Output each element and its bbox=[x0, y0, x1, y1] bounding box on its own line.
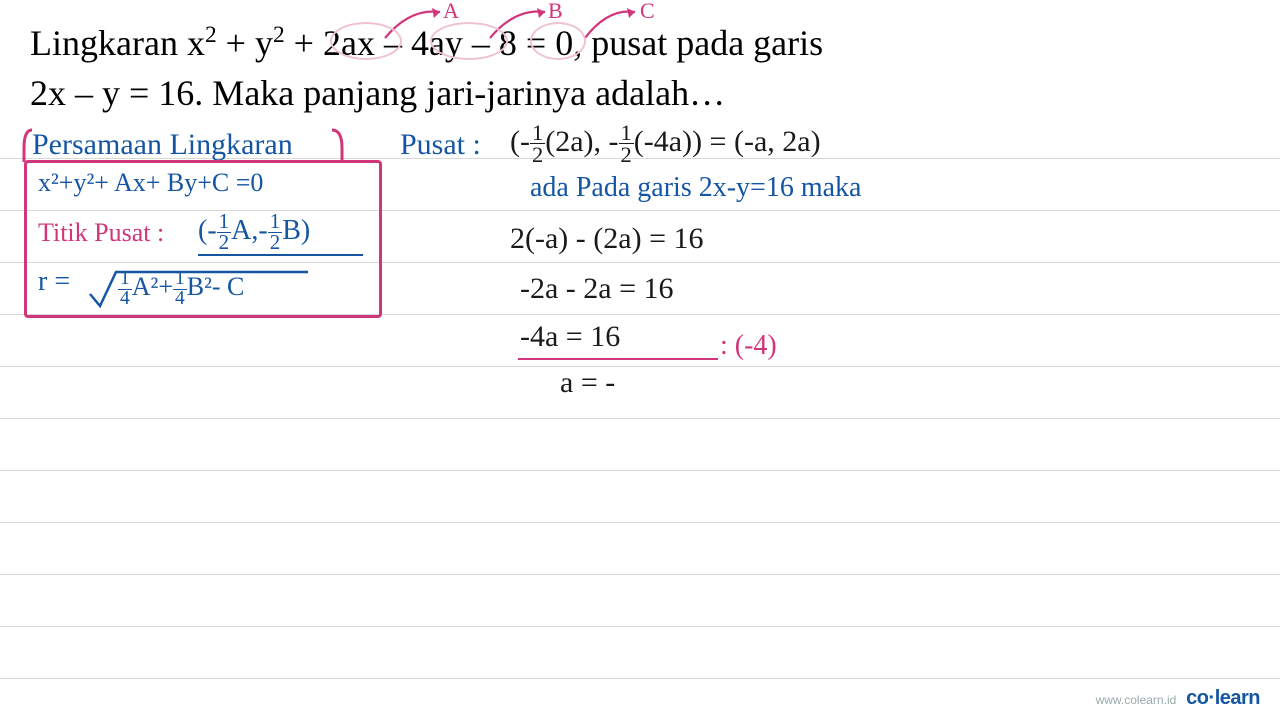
step4: a = - bbox=[560, 366, 615, 400]
brand-co: co bbox=[1186, 687, 1208, 709]
center-val: (-12A,-12B) bbox=[198, 212, 310, 253]
t: r = bbox=[38, 266, 70, 297]
label-C: C bbox=[640, 0, 655, 24]
brand: co·learn bbox=[1186, 687, 1260, 709]
r-inside: 14A²+14B²- C bbox=[118, 270, 244, 308]
circle-A bbox=[330, 22, 402, 60]
label-A: A bbox=[443, 0, 459, 24]
title-bracket-r bbox=[330, 128, 344, 168]
problem-line2: 2x – y = 16. Maka panjang jari-jarinya a… bbox=[30, 68, 823, 118]
brand-learn: learn bbox=[1215, 687, 1260, 709]
formula-title: Persamaan Lingkaran bbox=[32, 128, 293, 162]
t: B) bbox=[282, 215, 310, 246]
formula-eq: x²+y²+ Ax+ By+C =0 bbox=[38, 168, 263, 198]
center-label: Titik Pusat : bbox=[38, 218, 164, 248]
garis-note: ada Pada garis 2x-y=16 maka bbox=[530, 172, 861, 204]
footer: www.colearn.id co·learn bbox=[1096, 687, 1260, 710]
pusat-label: Pusat : bbox=[400, 128, 481, 162]
step2: -2a - 2a = 16 bbox=[520, 272, 674, 306]
t: (- bbox=[198, 215, 217, 246]
pusat-val: (-12(2a), -12(-4a)) = (-a, 2a) bbox=[510, 122, 821, 166]
r-formula: r = bbox=[38, 266, 70, 298]
div-note: : (-4) bbox=[720, 330, 777, 362]
step3: -4a = 16 bbox=[520, 320, 620, 354]
step1: 2(-a) - (2a) = 16 bbox=[510, 222, 704, 256]
t: A,- bbox=[231, 215, 268, 246]
label-B: B bbox=[548, 0, 563, 24]
t: A²+ bbox=[132, 272, 173, 301]
footer-url: www.colearn.id bbox=[1096, 693, 1177, 707]
center-underline bbox=[198, 254, 363, 256]
circle-B bbox=[430, 22, 508, 60]
title-bracket bbox=[22, 128, 36, 168]
t: B²- C bbox=[187, 272, 245, 301]
step3-underline bbox=[518, 358, 718, 360]
circle-C bbox=[530, 22, 586, 60]
